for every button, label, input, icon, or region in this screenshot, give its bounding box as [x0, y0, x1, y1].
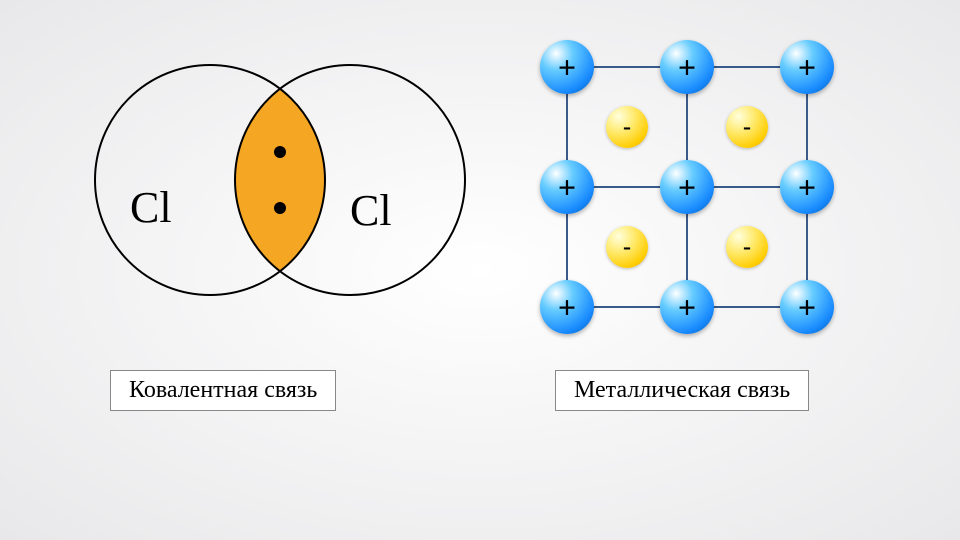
cation-ion: +: [780, 280, 834, 334]
cation-ion: +: [780, 40, 834, 94]
electron-dot-bottom: [274, 202, 286, 214]
cation-ion: +: [660, 280, 714, 334]
covalent-svg: [70, 40, 490, 320]
covalent-overlap: [235, 65, 465, 295]
electron-ion: -: [726, 226, 768, 268]
covalent-caption: Ковалентная связь: [110, 370, 336, 411]
metallic-diagram: ----+++++++++: [540, 40, 880, 350]
electron-ion: -: [606, 106, 648, 148]
cation-ion: +: [780, 160, 834, 214]
cation-ion: +: [540, 160, 594, 214]
electron-ion: -: [606, 226, 648, 268]
electron-dot-top: [274, 146, 286, 158]
cation-ion: +: [540, 40, 594, 94]
atom-label-left: Cl: [130, 182, 172, 233]
cation-ion: +: [660, 160, 714, 214]
electron-ion: -: [726, 106, 768, 148]
atom-label-right: Cl: [350, 185, 392, 236]
cation-ion: +: [540, 280, 594, 334]
metallic-caption: Металлическая связь: [555, 370, 809, 411]
covalent-diagram: Cl Cl: [70, 40, 450, 320]
cation-ion: +: [660, 40, 714, 94]
